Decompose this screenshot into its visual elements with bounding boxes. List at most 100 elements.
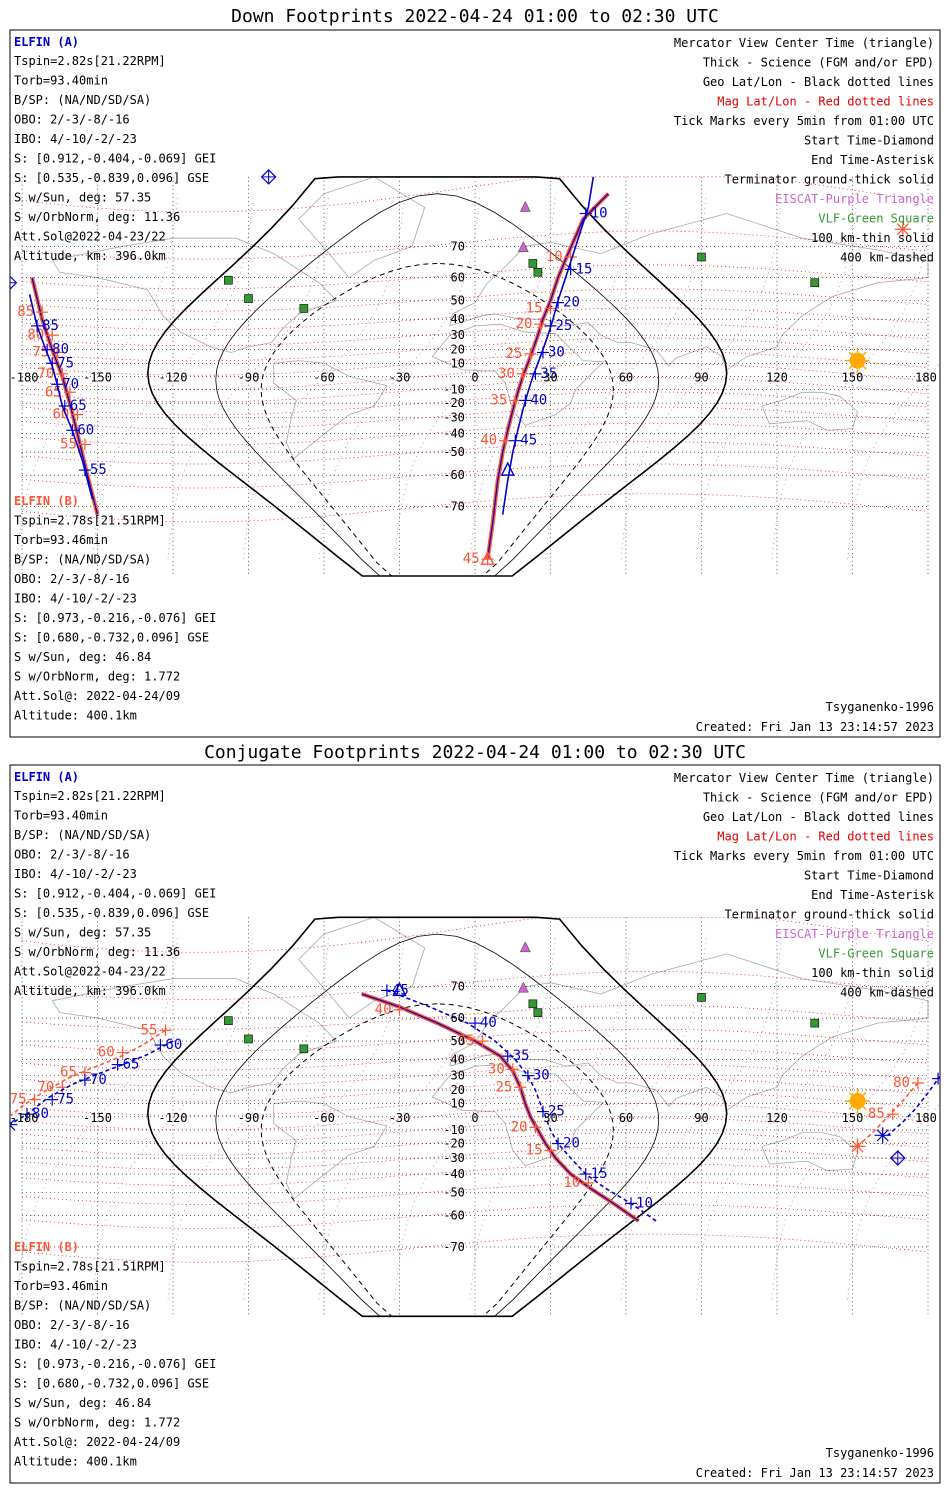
tick-label: 15 xyxy=(526,1143,543,1159)
tick-label: 85 xyxy=(943,1071,950,1087)
elfin-b-title: ELFIN (B) xyxy=(14,1240,79,1254)
elfin-b-info-line: S w/Sun, deg: 46.84 xyxy=(14,1396,151,1410)
lat-tick-label: -50 xyxy=(443,1186,465,1200)
lat-tick-label: -40 xyxy=(443,1167,465,1181)
tick-label: 60 xyxy=(98,1045,115,1061)
tick-label: 60 xyxy=(53,407,70,423)
lat-tick-label: 60 xyxy=(450,1011,464,1025)
tick-label: 20 xyxy=(563,1136,580,1152)
legend-entry: End Time-Asterisk xyxy=(811,888,935,902)
elfin-a-info-line: B/SP: (NA/ND/SD/SA) xyxy=(14,828,151,842)
tick-label: 55 xyxy=(90,462,107,478)
legend-entry: 400 km-dashed xyxy=(840,251,934,265)
tick-label: 70 xyxy=(62,376,79,392)
tick-label: 30 xyxy=(533,1068,550,1084)
end-asterisk xyxy=(0,288,5,304)
tick-label: 20 xyxy=(511,1119,528,1135)
tick-label: 65 xyxy=(123,1057,140,1073)
lat-tick-label: -20 xyxy=(443,396,465,410)
tick-label: 35 xyxy=(490,392,507,408)
lat-tick-label: -30 xyxy=(443,1151,465,1165)
elfin-a-info-line: Altitude, km: 396.0km xyxy=(14,984,166,998)
legend-entry: Mag Lat/Lon - Red dotted lines xyxy=(717,830,934,844)
elfin-a-info-line: IBO: 4/-10/-2/-23 xyxy=(14,867,137,881)
lat-tick-label: -10 xyxy=(443,1123,465,1137)
elfin-a-info-line: OBO: 2/-3/-8/-16 xyxy=(14,848,130,862)
tick-label: 75 xyxy=(10,1092,27,1108)
elfin-a-info-line: Att.Sol@2022-04-23/22 xyxy=(14,965,166,979)
elfin-b-info-line: S: [0.973,-0.216,-0.076] GEI xyxy=(14,611,216,625)
lon-tick-label: 180 xyxy=(915,1111,937,1125)
lon-tick-label: -150 xyxy=(83,1111,112,1125)
tick-label: 40 xyxy=(530,392,547,408)
legend-entry: Start Time-Diamond xyxy=(804,869,934,883)
legend-entry: Thick - Science (FGM and/or EPD) xyxy=(703,56,934,70)
vlf-station-square xyxy=(245,295,253,303)
elfin-b-info-line: B/SP: (NA/ND/SD/SA) xyxy=(14,553,151,567)
created-label: Created: Fri Jan 13 23:14:57 2023 xyxy=(696,1466,934,1480)
legend-entry: EISCAT-Purple Triangle xyxy=(775,927,934,941)
tick-label: 15 xyxy=(576,261,593,277)
lat-tick-label: -70 xyxy=(443,500,465,514)
elfin-b-info-line: OBO: 2/-3/-8/-16 xyxy=(14,572,130,586)
legend-entry: 100 km-thin solid xyxy=(811,231,934,245)
legend-entry: Terminator ground-thick solid xyxy=(724,908,934,922)
elfin-b-info-line: Tspin=2.78s[21.51RPM] xyxy=(14,514,166,528)
legend-entry: Start Time-Diamond xyxy=(804,134,934,148)
vlf-station-square xyxy=(529,259,537,267)
lat-tick-label: 50 xyxy=(450,294,464,308)
lon-tick-label: -60 xyxy=(313,1111,335,1125)
elfin-a-info-line: S: [0.535,-0.839,0.096] GSE xyxy=(14,906,209,920)
tick-label: 85 xyxy=(17,304,34,320)
map-panel-down: 8580757065605585807570656055101520253035… xyxy=(0,30,950,737)
elfin-a-info-line: Tspin=2.82s[21.22RPM] xyxy=(14,54,166,68)
lon-tick-label: 60 xyxy=(619,1111,633,1125)
tick-label: 65 xyxy=(70,398,87,414)
tick-label: 85 xyxy=(868,1106,885,1122)
lon-tick-label: 180 xyxy=(915,370,937,384)
vlf-station-square xyxy=(529,1000,537,1008)
elfin-a-info-line: Altitude, km: 396.0km xyxy=(14,249,166,263)
elfin-b-info-line: Altitude: 400.1km xyxy=(14,709,137,723)
tick-label: 60 xyxy=(77,422,94,438)
vlf-station-square xyxy=(534,1009,542,1017)
elfin-b-info-line: S w/OrbNorm, deg: 1.772 xyxy=(14,670,180,684)
elfin-a-info-line: OBO: 2/-3/-8/-16 xyxy=(14,113,130,127)
elfin-b-info-line: Att.Sol@: 2022-04-24/09 xyxy=(14,1435,180,1449)
tick-label: 20 xyxy=(516,316,533,332)
elfin-b-info-line: IBO: 4/-10/-2/-23 xyxy=(14,1338,137,1352)
elfin-a-info-line: Tspin=2.82s[21.22RPM] xyxy=(14,789,166,803)
lat-tick-label: -60 xyxy=(443,468,465,482)
legend-entry: Tick Marks every 5min from 01:00 UTC xyxy=(674,849,934,863)
tick-label: 75 xyxy=(57,355,74,371)
tick-label: 10 xyxy=(563,1175,580,1191)
elfin-b-title: ELFIN (B) xyxy=(14,494,79,508)
lat-tick-label: -50 xyxy=(443,445,465,459)
legend-entry: Thick - Science (FGM and/or EPD) xyxy=(703,791,934,805)
lon-tick-label: -90 xyxy=(238,1111,260,1125)
legend-entry: Mag Lat/Lon - Red dotted lines xyxy=(717,95,934,109)
end-asterisk xyxy=(850,1138,866,1154)
lat-tick-label: -40 xyxy=(443,427,465,441)
elfin-b-info-line: S w/OrbNorm, deg: 1.772 xyxy=(14,1416,180,1430)
map-panel-conjugate: 5560657075606570758040353025201510454035… xyxy=(1,765,950,1483)
elfin-a-info-line: Att.Sol@2022-04-23/22 xyxy=(14,230,166,244)
lat-tick-label: 30 xyxy=(450,1069,464,1083)
vlf-station-square xyxy=(698,253,706,261)
elfin-a-info-line: S w/OrbNorm, deg: 11.36 xyxy=(14,945,180,959)
tick-label: 10 xyxy=(546,249,563,265)
lon-tick-label: -90 xyxy=(238,370,260,384)
tick-label: 25 xyxy=(495,1079,512,1095)
tick-label: 40 xyxy=(480,1015,497,1031)
tick-label: 70 xyxy=(37,1079,54,1095)
lat-tick-label: 30 xyxy=(450,328,464,342)
tick-label: 20 xyxy=(563,295,580,311)
lat-tick-label: 10 xyxy=(450,356,464,370)
elfin-b-info-line: S: [0.973,-0.216,-0.076] GEI xyxy=(14,1357,216,1371)
elfin-b-info-line: Att.Sol@: 2022-04-24/09 xyxy=(14,689,180,703)
lon-tick-label: -30 xyxy=(389,1111,411,1125)
elfin-b-info-line: OBO: 2/-3/-8/-16 xyxy=(14,1318,130,1332)
lat-tick-label: -60 xyxy=(443,1209,465,1223)
legend-entry: Geo Lat/Lon - Black dotted lines xyxy=(703,810,934,824)
